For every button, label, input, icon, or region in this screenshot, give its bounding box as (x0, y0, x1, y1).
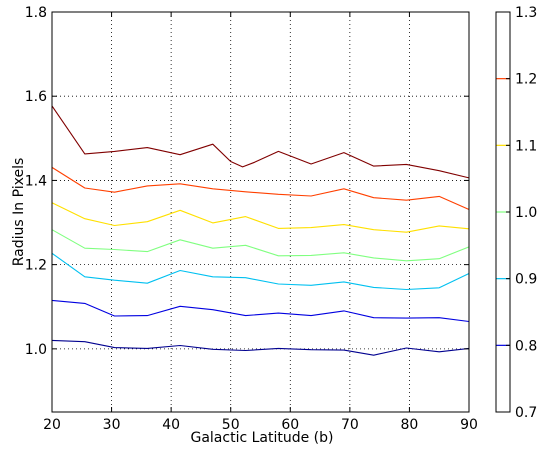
series-lines (51, 105, 470, 356)
series-line-5 (51, 166, 470, 211)
y-axis-label: Radius In Pixels (11, 158, 27, 267)
y-tick-label: 1.8 (25, 5, 47, 21)
y-tick-label: 1.6 (25, 89, 47, 105)
y-tick-label: 1.4 (25, 173, 47, 189)
series-line-4 (51, 202, 470, 233)
x-axis-ticks: 20 30 40 50 60 70 80 90 (43, 12, 478, 433)
y-tick-label: 1.2 (25, 258, 47, 274)
x-tick-label: 20 (43, 417, 61, 433)
colorbar: 0.7 0.8 0.9 1.0 1.1 1.2 1.3 (495, 5, 537, 421)
x-tick-label: 30 (103, 417, 121, 433)
colorbar-tick-label: 1.0 (515, 205, 537, 221)
x-tick-label: 80 (401, 417, 419, 433)
x-tick-label: 40 (162, 417, 180, 433)
colorbar-tick-label: 1.1 (515, 138, 537, 154)
grid-vertical (111, 12, 410, 412)
x-tick-label: 50 (222, 417, 240, 433)
x-tick-label: 90 (460, 417, 478, 433)
x-axis-label: Galactic Latitude (b) (190, 430, 333, 446)
colorbar-tick-label: 0.7 (515, 405, 537, 421)
y-tick-label: 1.0 (25, 342, 47, 358)
series-line-2 (51, 252, 470, 291)
colorbar-ticks: 0.7 0.8 0.9 1.0 1.1 1.2 1.3 (506, 5, 537, 421)
colorbar-tick-label: 0.9 (515, 272, 537, 288)
plot-frame (51, 11, 470, 413)
plot-area: 20 30 40 50 60 70 80 90 1.0 1.2 1.4 1.6 1.8 (25, 5, 478, 433)
y-axis-ticks: 1.0 1.2 1.4 1.6 1.8 (25, 5, 469, 358)
series-line-0 (51, 339, 470, 356)
series-line-1 (51, 299, 470, 323)
colorbar-tick-label: 1.2 (515, 72, 537, 88)
grid-horizontal (52, 95, 469, 350)
series-line-3 (51, 229, 470, 262)
x-tick-label: 70 (341, 417, 359, 433)
series-line-6 (51, 105, 470, 179)
x-tick-label: 60 (281, 417, 299, 433)
colorbar-tick-label: 0.8 (515, 338, 537, 354)
colorbar-tick-label: 1.3 (515, 5, 537, 21)
